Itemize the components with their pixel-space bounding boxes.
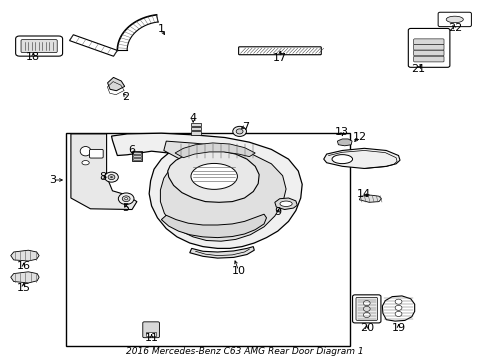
- Polygon shape: [160, 141, 285, 241]
- Text: 8: 8: [99, 172, 106, 182]
- FancyBboxPatch shape: [413, 56, 443, 62]
- FancyBboxPatch shape: [352, 295, 380, 323]
- Bar: [133, 155, 141, 157]
- Polygon shape: [71, 134, 137, 210]
- FancyBboxPatch shape: [142, 322, 159, 338]
- Circle shape: [394, 311, 401, 316]
- Circle shape: [363, 306, 369, 311]
- FancyBboxPatch shape: [407, 28, 449, 67]
- Text: 6: 6: [128, 145, 135, 156]
- Bar: [66, 133, 349, 346]
- Polygon shape: [274, 198, 297, 210]
- Polygon shape: [11, 250, 39, 261]
- Circle shape: [104, 172, 118, 182]
- Text: 4: 4: [189, 113, 196, 123]
- FancyBboxPatch shape: [89, 149, 103, 158]
- Text: 13: 13: [335, 127, 348, 138]
- Polygon shape: [337, 139, 351, 146]
- Text: 17: 17: [273, 53, 286, 63]
- Text: 12: 12: [352, 132, 366, 142]
- Text: 19: 19: [391, 323, 405, 333]
- Polygon shape: [189, 247, 254, 258]
- Polygon shape: [107, 77, 124, 91]
- Circle shape: [232, 126, 246, 136]
- Circle shape: [124, 198, 127, 200]
- Text: 18: 18: [26, 52, 40, 62]
- Polygon shape: [323, 148, 399, 168]
- Text: 14: 14: [357, 189, 370, 199]
- FancyBboxPatch shape: [413, 44, 443, 50]
- Circle shape: [110, 176, 112, 178]
- Ellipse shape: [331, 154, 352, 163]
- Text: 3: 3: [49, 175, 56, 185]
- Bar: [145, 332, 156, 336]
- Text: 10: 10: [231, 266, 245, 276]
- Circle shape: [363, 301, 369, 306]
- Polygon shape: [11, 272, 39, 283]
- Text: 2016 Mercedes-Benz C63 AMG Rear Door Diagram 1: 2016 Mercedes-Benz C63 AMG Rear Door Dia…: [125, 347, 363, 356]
- Bar: [190, 123, 201, 126]
- FancyBboxPatch shape: [21, 40, 57, 53]
- Circle shape: [118, 193, 134, 204]
- Polygon shape: [359, 195, 381, 202]
- Ellipse shape: [81, 161, 89, 165]
- Ellipse shape: [279, 201, 292, 206]
- Text: 20: 20: [359, 323, 373, 333]
- FancyBboxPatch shape: [437, 12, 470, 27]
- Text: 21: 21: [410, 64, 424, 74]
- Ellipse shape: [446, 16, 463, 23]
- Bar: [133, 158, 141, 160]
- Circle shape: [108, 175, 115, 180]
- Bar: [190, 131, 201, 135]
- FancyBboxPatch shape: [16, 36, 62, 56]
- FancyBboxPatch shape: [355, 297, 377, 320]
- Text: 1: 1: [158, 24, 164, 34]
- Polygon shape: [167, 150, 259, 202]
- FancyBboxPatch shape: [413, 39, 443, 45]
- Text: 11: 11: [144, 333, 158, 343]
- Polygon shape: [175, 143, 255, 158]
- Text: 9: 9: [274, 207, 281, 217]
- Text: 16: 16: [17, 261, 30, 271]
- Bar: [190, 127, 201, 130]
- Circle shape: [394, 299, 401, 304]
- Ellipse shape: [190, 163, 237, 189]
- Text: 22: 22: [447, 23, 461, 33]
- Polygon shape: [111, 133, 302, 248]
- Text: 15: 15: [17, 283, 30, 293]
- Circle shape: [363, 312, 369, 318]
- Polygon shape: [161, 214, 266, 238]
- Bar: [133, 152, 141, 154]
- Circle shape: [122, 196, 130, 202]
- Polygon shape: [382, 296, 414, 321]
- Text: 5: 5: [122, 203, 129, 213]
- FancyBboxPatch shape: [238, 47, 321, 55]
- Bar: [132, 151, 142, 161]
- Ellipse shape: [80, 147, 91, 156]
- FancyBboxPatch shape: [413, 50, 443, 56]
- Text: 7: 7: [242, 122, 248, 132]
- Text: 2: 2: [122, 92, 129, 102]
- Circle shape: [236, 129, 243, 134]
- Circle shape: [394, 305, 401, 310]
